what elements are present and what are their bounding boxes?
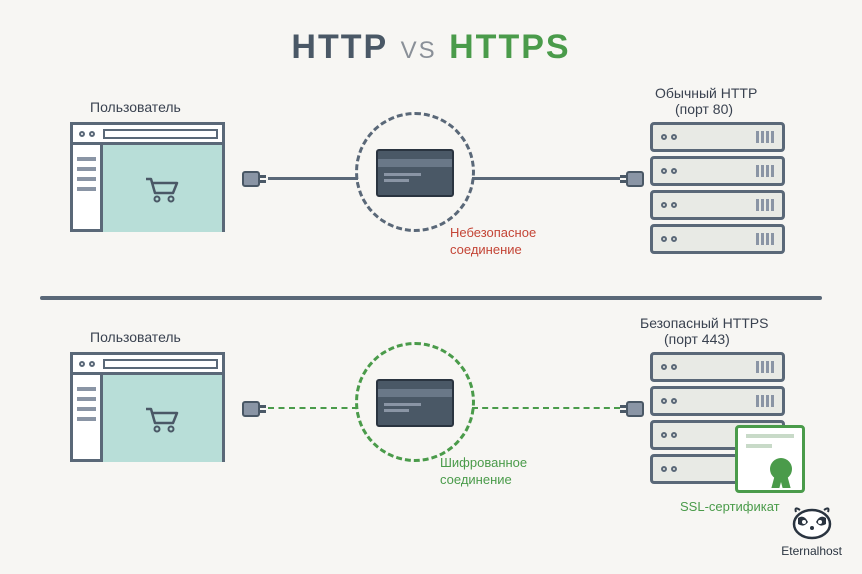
connection-label-line1: Шифрованное [440, 455, 527, 472]
wire-right [472, 407, 620, 410]
brand-logo: Eternalhost [781, 504, 842, 558]
plug-left-icon [242, 399, 268, 421]
server-stack [650, 122, 785, 258]
user-label: Пользователь [90, 329, 181, 345]
divider [40, 296, 822, 300]
plug-left-icon [242, 169, 268, 191]
server-label: Безопасный HTTPS (порт 443) [640, 315, 768, 347]
server-label: Обычный HTTP (порт 80) [655, 85, 757, 117]
plug-right-icon [620, 169, 646, 191]
cart-icon [143, 404, 183, 434]
connection-label-line2: соединение [450, 242, 536, 259]
brand-name: Eternalhost [781, 544, 842, 558]
https-row: Пользователь Шифрованное соединение Безо… [40, 307, 822, 507]
raccoon-icon [790, 504, 834, 540]
server-label-line2: (порт 80) [655, 101, 757, 117]
credit-card-icon [376, 379, 454, 427]
wire-left [268, 407, 358, 409]
ssl-certificate-icon [735, 425, 805, 493]
browser-window [70, 352, 225, 462]
title-http: HTTP [291, 28, 388, 66]
credit-card-icon [376, 149, 454, 197]
wire-left [268, 177, 358, 180]
server-unit [650, 156, 785, 186]
server-unit [650, 352, 785, 382]
plug-right-icon [620, 399, 646, 421]
ssl-cert-label: SSL-сертификат [680, 499, 780, 514]
title-https: HTTPS [449, 28, 570, 66]
diagram-title: HTTP VS HTTPS [0, 0, 862, 67]
browser-titlebar [73, 125, 222, 145]
browser-titlebar [73, 355, 222, 375]
wire-right [472, 177, 620, 180]
user-label: Пользователь [90, 99, 181, 115]
server-unit [650, 386, 785, 416]
connection-label-line2: соединение [440, 472, 527, 489]
http-row: Пользователь Небезопасное соединение Обы… [40, 77, 822, 277]
browser-window [70, 122, 225, 232]
server-label-line2: (порт 443) [640, 331, 768, 347]
server-label-line1: Безопасный HTTPS [640, 315, 768, 331]
connection-label: Шифрованное соединение [440, 455, 527, 489]
connection-label: Небезопасное соединение [450, 225, 536, 259]
server-label-line1: Обычный HTTP [655, 85, 757, 101]
server-unit [650, 122, 785, 152]
server-unit [650, 190, 785, 220]
title-vs: VS [395, 37, 443, 64]
connection-label-line1: Небезопасное [450, 225, 536, 242]
server-unit [650, 224, 785, 254]
cart-icon [143, 174, 183, 204]
